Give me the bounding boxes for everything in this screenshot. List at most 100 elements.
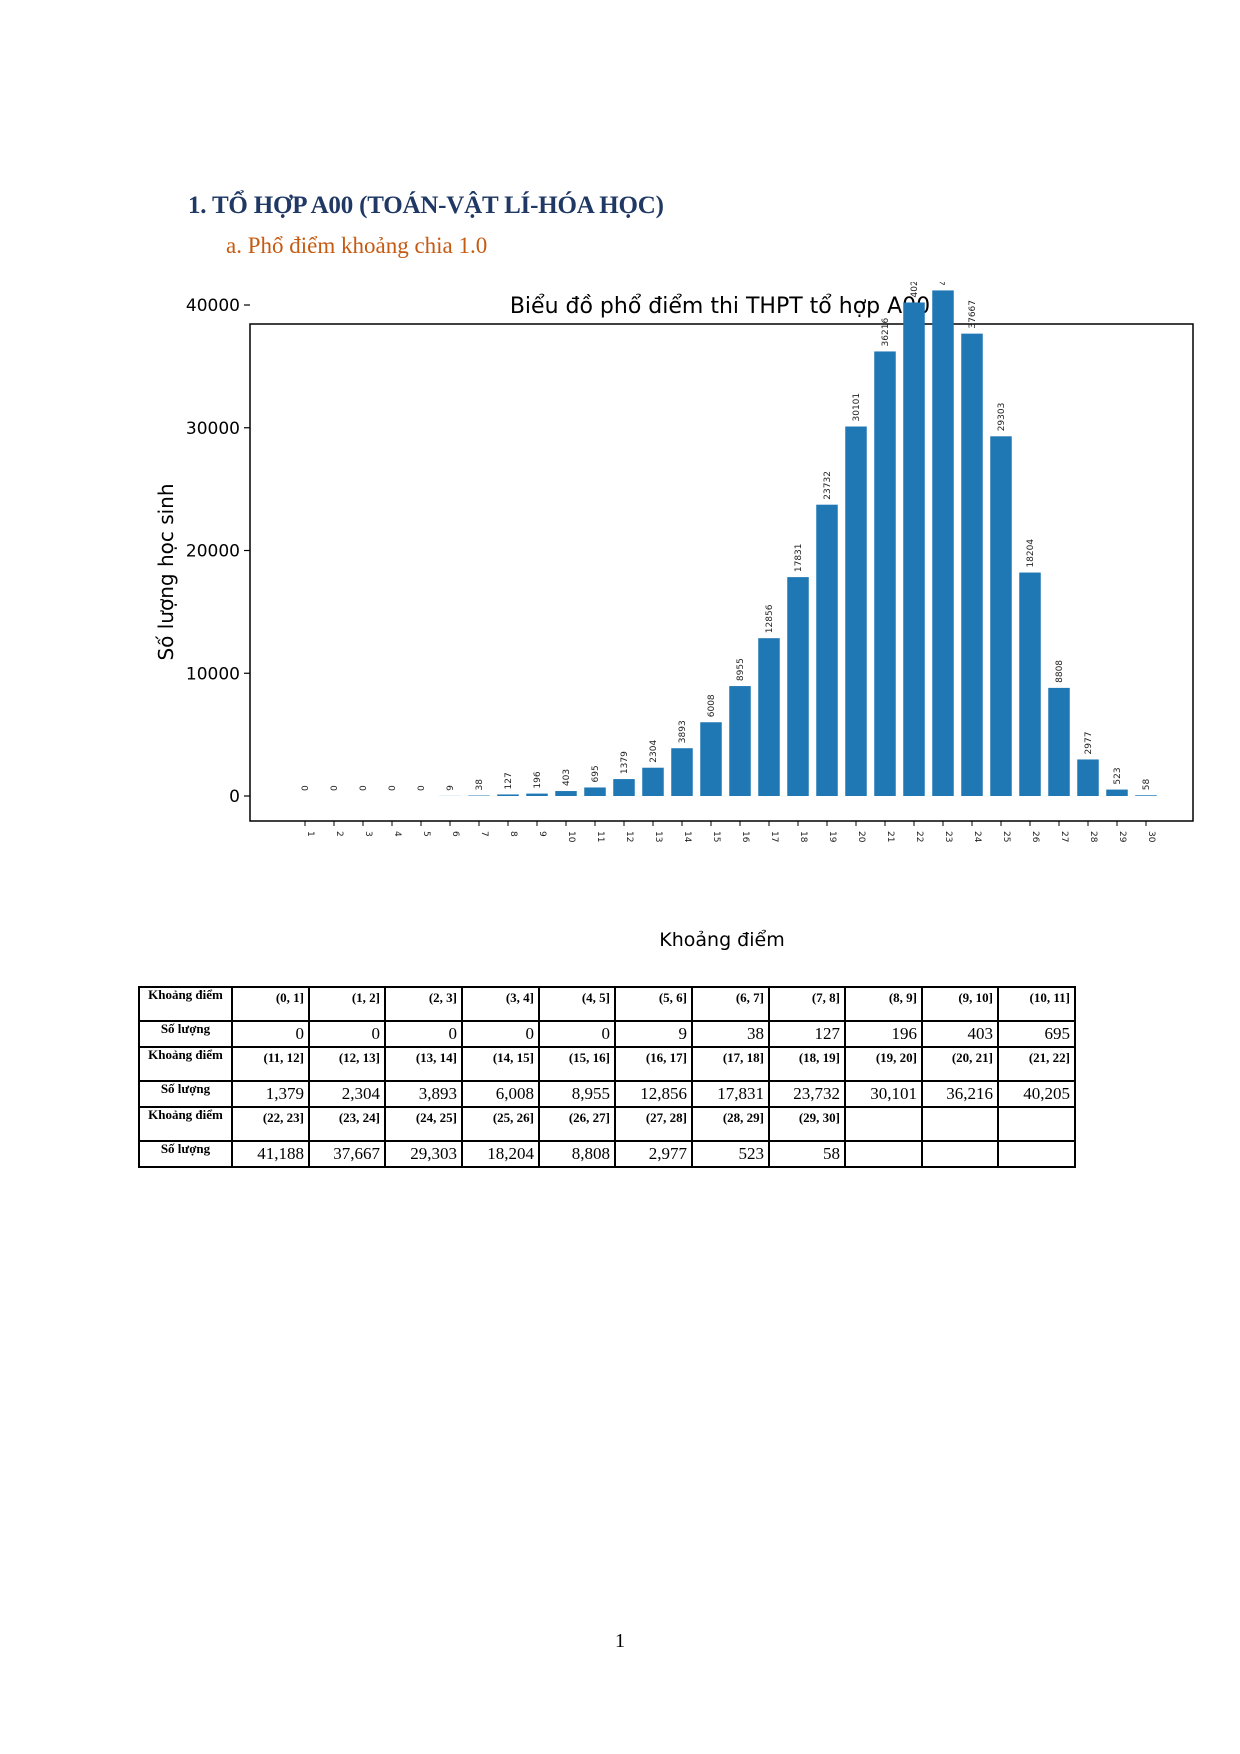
range-cell: (4, 5] bbox=[538, 986, 616, 1022]
bar bbox=[1077, 759, 1099, 796]
x-tick-label: 16 bbox=[740, 831, 750, 843]
bar-value-label: 9 bbox=[446, 785, 456, 791]
count-cell: 695 bbox=[997, 1020, 1076, 1048]
x-tick-label: 25 bbox=[1001, 831, 1011, 842]
range-cell: (27, 28] bbox=[614, 1106, 693, 1142]
range-cell: (16, 17] bbox=[614, 1046, 693, 1082]
bar-value-label: 17831 bbox=[794, 543, 804, 572]
range-cell: (1, 2] bbox=[308, 986, 386, 1022]
range-cell: (29, 30] bbox=[768, 1106, 846, 1142]
bar bbox=[526, 793, 548, 796]
bar-value-label: 0 bbox=[301, 785, 311, 791]
range-cell: (21, 22] bbox=[997, 1046, 1076, 1082]
table-row-ranges: Khoảng điểm (11, 12] (12, 13] (13, 14] (14, … bbox=[138, 1046, 1076, 1082]
x-tick-label: 10 bbox=[566, 831, 576, 843]
bar bbox=[1019, 572, 1041, 796]
plot-frame bbox=[249, 323, 1194, 822]
count-cell: 37,667 bbox=[308, 1140, 386, 1168]
count-cell bbox=[844, 1140, 923, 1168]
x-axis-label: Khoảng điểm bbox=[659, 929, 784, 951]
x-tick-label: 1 bbox=[305, 831, 315, 837]
bar-value-label: 38 bbox=[475, 779, 485, 791]
range-cell bbox=[997, 1106, 1076, 1142]
table-row-counts: Số lượng 1,379 2,304 3,893 6,008 8,955 12,856 1… bbox=[138, 1080, 1076, 1108]
x-axis: 1 2 3 4 5 6 7 8 9 10 11 12 13 14 15 16 17 18 19 20 21 22 23 24 2… bbox=[304, 821, 1156, 843]
y-tick-label: 20000 bbox=[186, 542, 240, 562]
bar-value-label: 29303 bbox=[997, 403, 1007, 432]
bar-value-label: 2304 bbox=[649, 740, 659, 763]
range-cell: (11, 12] bbox=[231, 1046, 310, 1082]
range-cell: (15, 16] bbox=[538, 1046, 616, 1082]
bar-value-label: 1379 bbox=[620, 751, 630, 774]
range-cell: (13, 14] bbox=[384, 1046, 463, 1082]
count-cell: 18,204 bbox=[461, 1140, 540, 1168]
range-row-label: Khoảng điểm bbox=[138, 986, 233, 1022]
range-cell: (2, 3] bbox=[384, 986, 463, 1022]
range-cell: (20, 21] bbox=[921, 1046, 999, 1082]
count-cell: 40,205 bbox=[997, 1080, 1076, 1108]
x-tick-label: 29 bbox=[1117, 831, 1127, 843]
table-row-counts: Số lượng 0 0 0 0 0 9 38 127 196 403 695 bbox=[138, 1020, 1076, 1048]
count-row-label: Số lượng bbox=[138, 1140, 233, 1168]
table-row-ranges: Khoảng điểm (0, 1] (1, 2] (2, 3] (3, 4] (4, 5… bbox=[138, 986, 1076, 1022]
count-cell: 2,304 bbox=[308, 1080, 386, 1108]
count-cell: 58 bbox=[768, 1140, 846, 1168]
x-tick-label: 24 bbox=[972, 831, 982, 843]
x-tick-label: 11 bbox=[595, 831, 605, 842]
bar bbox=[642, 767, 664, 796]
y-axis: 0 10000 20000 30000 40000 bbox=[186, 296, 250, 807]
count-cell: 0 bbox=[461, 1020, 540, 1048]
bar-value-label: 8808 bbox=[1055, 660, 1065, 683]
count-cell bbox=[921, 1140, 999, 1168]
range-cell: (28, 29] bbox=[691, 1106, 770, 1142]
bar-value-label: 6008 bbox=[707, 694, 717, 717]
y-tick-label: 40000 bbox=[186, 296, 240, 316]
range-cell bbox=[921, 1106, 999, 1142]
x-tick-label: 13 bbox=[653, 831, 663, 842]
count-cell: 23,732 bbox=[768, 1080, 846, 1108]
table-row-ranges: Khoảng điểm (22, 23] (23, 24] (24, 25] (25, … bbox=[138, 1106, 1076, 1142]
bar bbox=[758, 638, 780, 796]
bar-value-label: 58 bbox=[1142, 779, 1152, 791]
bar bbox=[497, 794, 519, 796]
bar bbox=[903, 302, 925, 796]
x-tick-label: 20 bbox=[856, 831, 866, 843]
range-cell: (7, 8] bbox=[768, 986, 846, 1022]
count-cell: 523 bbox=[691, 1140, 770, 1168]
bar-value-label: 0 bbox=[388, 785, 398, 791]
bar bbox=[1048, 687, 1070, 796]
bar bbox=[1106, 789, 1128, 796]
count-cell: 41,188 bbox=[231, 1140, 310, 1168]
range-cell: (25, 26] bbox=[461, 1106, 540, 1142]
range-cell: (18, 19] bbox=[768, 1046, 846, 1082]
bar-value-label: 523 bbox=[1113, 767, 1123, 784]
x-tick-label: 30 bbox=[1146, 831, 1156, 843]
x-tick-label: 5 bbox=[421, 831, 431, 837]
count-cell: 30,101 bbox=[844, 1080, 923, 1108]
count-cell: 12,856 bbox=[614, 1080, 693, 1108]
page-number: 1 bbox=[615, 1630, 625, 1652]
x-tick-label: 3 bbox=[363, 831, 373, 837]
score-distribution-chart: Biểu đồ phổ điểm thi THPT tổ hợp A00 010… bbox=[154, 282, 1194, 951]
count-cell: 0 bbox=[384, 1020, 463, 1048]
x-tick-label: 28 bbox=[1088, 831, 1098, 843]
table-row-counts: Số lượng 41,188 37,667 29,303 18,204 8,808 2,9… bbox=[138, 1140, 1076, 1168]
range-cell: (8, 9] bbox=[844, 986, 923, 1022]
count-cell: 29,303 bbox=[384, 1140, 463, 1168]
count-cell: 38 bbox=[691, 1020, 770, 1048]
bar-value-label: 2977 bbox=[1084, 732, 1094, 755]
x-tick-label: 14 bbox=[682, 831, 692, 843]
range-cell: (10, 11] bbox=[997, 986, 1076, 1022]
count-cell: 127 bbox=[768, 1020, 846, 1048]
count-cell: 0 bbox=[538, 1020, 616, 1048]
subsection-heading: a. Phổ điểm khoảng chia 1.0 bbox=[226, 233, 488, 258]
bar bbox=[729, 686, 751, 796]
count-cell: 17,831 bbox=[691, 1080, 770, 1108]
bar-value-label: 36216 bbox=[881, 318, 891, 347]
y-tick-label: 10000 bbox=[186, 664, 240, 684]
count-cell: 0 bbox=[308, 1020, 386, 1048]
bar-value-label: 196 bbox=[533, 771, 543, 788]
range-cell: (17, 18] bbox=[691, 1046, 770, 1082]
count-cell: 0 bbox=[231, 1020, 310, 1048]
count-cell: 9 bbox=[614, 1020, 693, 1048]
